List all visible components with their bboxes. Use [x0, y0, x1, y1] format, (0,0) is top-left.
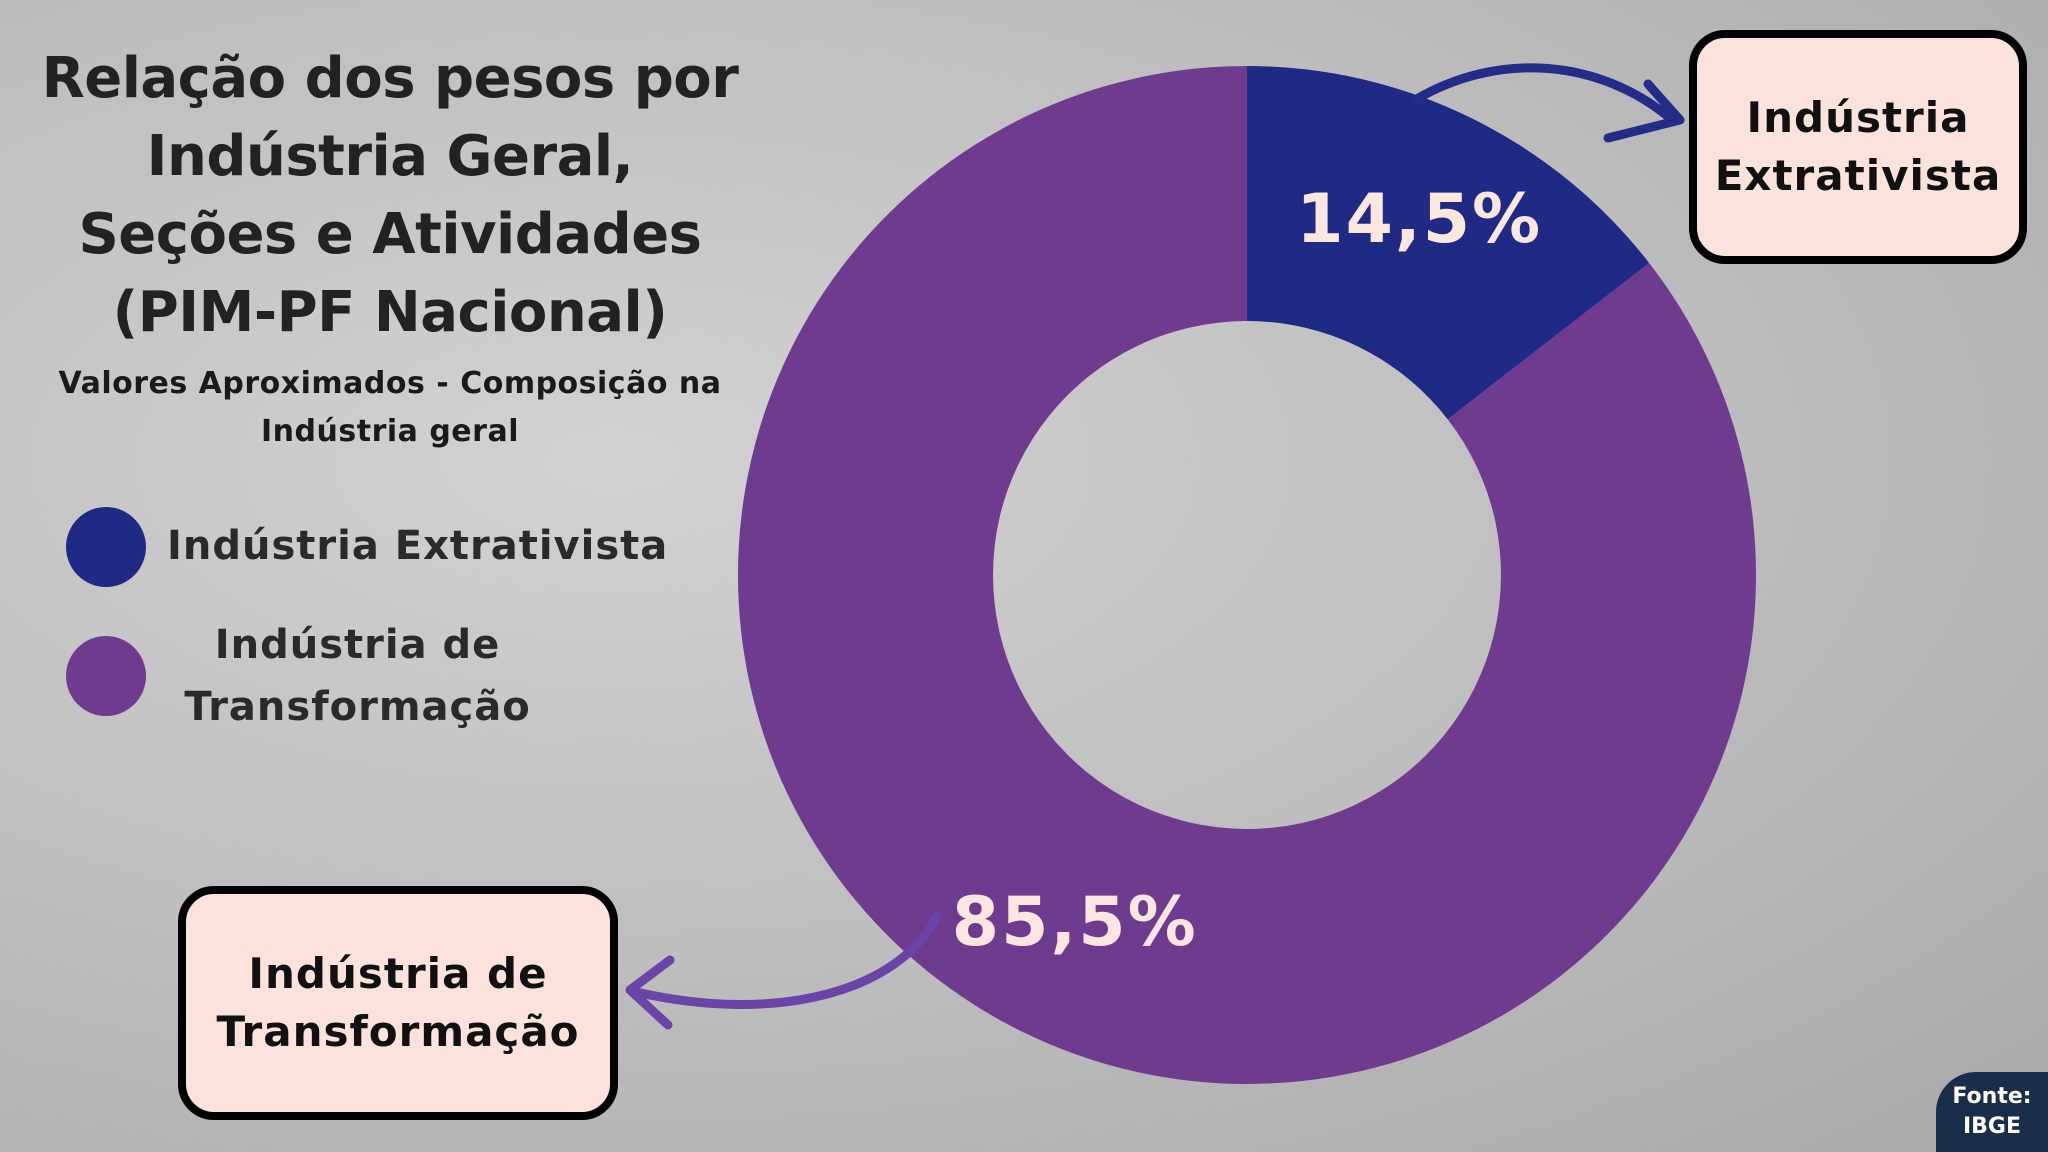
data-label: 14,5% [1296, 180, 1542, 259]
slice [1247, 66, 1650, 420]
arrow [1410, 63, 1675, 123]
callout: Indústria Extrativista [1689, 30, 2027, 264]
arrow-head [1603, 79, 1685, 143]
arrow-head [625, 955, 675, 1030]
callout: Indústria de Transformação [178, 886, 618, 1120]
chart-subtitle: Valores Aproximados - Composição na Indú… [58, 366, 722, 449]
chart-title: Relação dos pesos por Indústria Geral, S… [41, 46, 739, 345]
legend-label: Indústria Extrativista [167, 523, 669, 569]
data-label: 85,5% [952, 883, 1198, 962]
legend-label: Indústria de Transformação [184, 622, 531, 730]
slice [737, 66, 1756, 1084]
legend-swatch [66, 636, 146, 716]
source: Fonte: IBGE [1936, 1072, 2048, 1152]
arrow [631, 911, 942, 1009]
donut [737, 66, 1756, 1084]
legend-swatch [66, 507, 146, 587]
